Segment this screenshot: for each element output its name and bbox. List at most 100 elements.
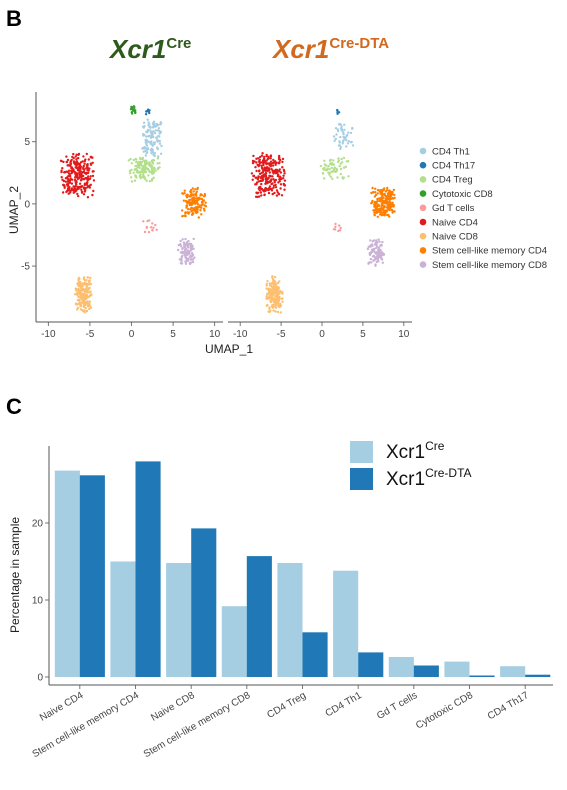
bar-legend-label-xcr1cre-dta: Xcr1Cre-DTA [386, 466, 472, 490]
umap-point-naive-cd4 [261, 167, 264, 170]
umap-point-stem-cell-like-memory-cd4 [374, 203, 377, 207]
umap-point-naive-cd8 [77, 295, 80, 299]
umap-point-naive-cd4 [70, 187, 74, 190]
umap-point-cd4-th1 [158, 135, 161, 138]
umap-point-stem-cell-like-memory-cd4 [191, 203, 194, 206]
umap-point-cd4-treg [327, 165, 330, 168]
umap-point-naive-cd4 [269, 154, 273, 157]
umap-point-cd4-treg [135, 160, 138, 164]
umap-point-cd4-th1 [334, 137, 337, 141]
umap-point-stem-cell-like-memory-cd8 [179, 262, 182, 265]
umap-point-cd4-treg [138, 166, 141, 170]
umap-point-naive-cd4 [275, 189, 279, 192]
umap-point-naive-cd8 [79, 303, 83, 307]
bar-y-tick-label: 0 [37, 673, 43, 684]
umap-point-cd4-treg [141, 166, 144, 170]
umap-point-naive-cd8 [273, 300, 276, 303]
umap-point-naive-cd8 [80, 292, 83, 295]
umap-point-naive-cd8 [78, 298, 81, 301]
umap-point-stem-cell-like-memory-cd4 [386, 198, 390, 201]
umap-point-stem-cell-like-memory-cd8 [381, 261, 384, 264]
umap-point-naive-cd4 [251, 161, 255, 165]
umap-point-naive-cd4 [83, 183, 86, 187]
umap-legend: CD4 Th1 CD4 Th17 CD4 Treg Cytotoxic CD8 Gd T… [419, 146, 547, 271]
umap-point-cd4-treg [339, 162, 342, 165]
bar-x-tick-label: CD4 Th17 [486, 690, 531, 722]
umap-point-stem-cell-like-memory-cd4 [192, 190, 195, 193]
umap-point-naive-cd4 [278, 170, 281, 173]
umap-title-xcr1-cre-main: Xcr1 [108, 34, 166, 64]
umap-point-naive-cd4 [59, 159, 63, 162]
umap-point-stem-cell-like-memory-cd4 [380, 193, 383, 196]
umap-point-naive-cd4 [256, 191, 260, 194]
bar-legend-label-sup: Cre-DTA [425, 466, 471, 480]
umap-point-stem-cell-like-memory-cd4 [391, 204, 394, 208]
umap-point-naive-cd8 [274, 295, 277, 298]
umap-point-naive-cd4 [86, 196, 90, 199]
umap-title-xcr1-cre-sup: Cre [166, 35, 191, 52]
umap-point-cd4-th1 [149, 126, 152, 129]
bar-stem-cell-like-memory-cd4-xcr1cre [110, 561, 136, 677]
legend-dot-cd4-th1 [419, 147, 427, 155]
umap-point-naive-cd4 [66, 188, 70, 191]
umap-point-naive-cd8 [80, 286, 83, 290]
umap-point-naive-cd4 [61, 167, 64, 170]
umap-point-naive-cd4 [282, 177, 285, 180]
umap-point-stem-cell-like-memory-cd4 [192, 193, 195, 197]
umap-point-cd4-th1 [155, 136, 158, 139]
umap-point-stem-cell-like-memory-cd4 [378, 189, 381, 192]
umap-point-cd4-treg [338, 164, 341, 168]
umap-point-cytotoxic-cd8 [130, 111, 133, 114]
umap-point-naive-cd8 [276, 295, 279, 298]
umap-point-stem-cell-like-memory-cd8 [184, 256, 187, 259]
umap-point-cd4-th1 [146, 135, 150, 138]
umap-point-naive-cd8 [268, 288, 272, 291]
umap-point-naive-cd4 [75, 153, 78, 156]
umap-point-stem-cell-like-memory-cd4 [184, 214, 187, 218]
bar-legend-label-sup: Cre [425, 439, 445, 453]
umap-point-naive-cd4 [259, 179, 262, 183]
umap-point-naive-cd4 [273, 169, 276, 172]
umap-point-cd4-th1 [343, 123, 346, 127]
umap-point-cd4-treg [329, 158, 332, 161]
umap-point-cd4-treg [142, 175, 145, 178]
legend-label-naive-cd8: Naive CD8 [432, 232, 478, 243]
umap-point-stem-cell-like-memory-cd8 [189, 249, 192, 252]
umap-point-stem-cell-like-memory-cd8 [380, 256, 383, 259]
umap-point-cd4-th1 [159, 152, 163, 155]
umap-x-tick-label: 0 [319, 329, 325, 340]
umap-point-gd-t-cells [151, 228, 154, 232]
umap-point-gd-t-cells [149, 226, 153, 229]
umap-point-cd4-th1 [349, 131, 353, 135]
umap-point-cd4-treg [148, 180, 152, 183]
umap-point-naive-cd4 [70, 182, 74, 185]
umap-point-naive-cd8 [83, 311, 87, 314]
umap-point-naive-cd4 [269, 187, 272, 191]
umap-point-naive-cd8 [277, 305, 280, 308]
umap-point-naive-cd8 [84, 283, 88, 286]
umap-point-cd4-treg [156, 162, 159, 165]
umap-point-cd4-treg [151, 170, 155, 173]
umap-point-naive-cd4 [72, 152, 75, 156]
umap-point-cd4-th1 [143, 147, 146, 150]
umap-point-naive-cd8 [269, 291, 272, 295]
umap-point-naive-cd4 [259, 185, 262, 189]
umap-point-naive-cd8 [266, 304, 269, 307]
umap-point-naive-cd4 [279, 187, 282, 190]
umap-title-xcr1-cre-dta-main: Xcr1 [271, 34, 329, 64]
umap-point-stem-cell-like-memory-cd8 [372, 259, 375, 262]
umap-point-naive-cd4 [86, 177, 89, 180]
umap-point-cd4-treg [330, 161, 333, 165]
umap-point-stem-cell-like-memory-cd4 [388, 203, 392, 206]
umap-point-stem-cell-like-memory-cd8 [377, 256, 380, 259]
umap-point-naive-cd4 [277, 162, 281, 165]
umap-point-naive-cd4 [68, 185, 71, 189]
umap-point-cd4-treg [138, 161, 141, 164]
umap-point-cd4-th1 [351, 144, 355, 147]
umap-point-naive-cd4 [76, 168, 80, 171]
bar-x-tick-label: CD4 Th1 [324, 690, 364, 720]
umap-point-cd4-treg [158, 166, 161, 169]
umap-point-stem-cell-like-memory-cd8 [184, 260, 188, 264]
umap-point-naive-cd4 [267, 188, 270, 192]
